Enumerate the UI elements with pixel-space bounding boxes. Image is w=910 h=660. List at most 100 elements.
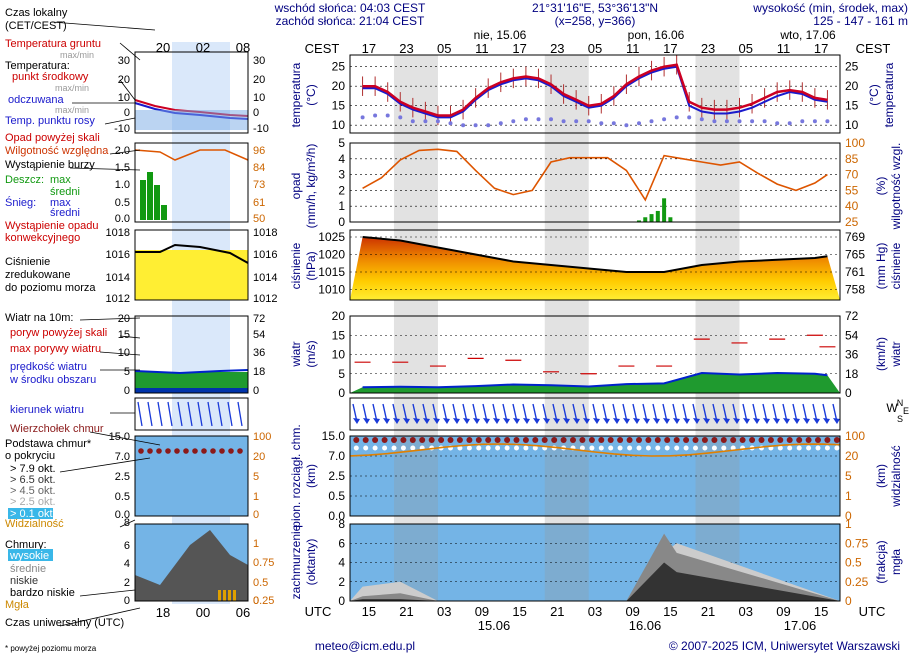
wind-arrow-head (673, 418, 680, 424)
cloud-top-dot (833, 437, 840, 443)
legend-tick-right: 1018 (253, 227, 277, 239)
wind-unit: (m/s) (304, 340, 318, 367)
cloud-base-dot (579, 445, 585, 451)
cloud-base-dot (504, 445, 510, 451)
legend-time-tick-bottom: 00 (196, 605, 210, 620)
legend-connector (59, 457, 151, 473)
cloudbase-tick-left: 0.0 (328, 509, 345, 523)
legend-time-tick-top: 20 (156, 40, 170, 55)
wind-arrow-head (473, 418, 480, 424)
pressure-area (350, 237, 840, 300)
wind-arrow-head (643, 418, 650, 424)
wind-arrow-head (613, 418, 620, 424)
rain-bar (643, 217, 648, 222)
visibility-unit: (km) (874, 464, 888, 488)
cest-tick-label: 17 (663, 41, 677, 56)
legend-label: w środku obszaru (9, 374, 96, 386)
legend-tick-left: 0 (124, 385, 130, 397)
legend-cloud-top-dot (219, 448, 225, 454)
utc-tick-label: 03 (739, 604, 753, 619)
temp-felt-line (362, 65, 828, 119)
cloud-top-dot (701, 437, 708, 443)
wind-arrow-head (773, 418, 780, 424)
legend-tick-right: 1 (253, 491, 259, 503)
legend-tick-left: 0.5 (115, 197, 130, 209)
dewpoint-dot (435, 119, 440, 124)
legend-tick-left: 2 (124, 577, 130, 589)
night-band (544, 55, 589, 601)
wind-arrow-head (833, 418, 840, 424)
pressure-tick-left: 1015 (318, 265, 345, 279)
cloud-base-dot (721, 445, 727, 451)
legend-wind-arrow (167, 401, 173, 427)
dewpoint-dot (699, 117, 704, 122)
legend-tick-right: 1012 (253, 293, 277, 305)
legend-panel-border (134, 397, 249, 431)
cloud-top-dot (579, 437, 586, 443)
wind-arrow-head (753, 418, 760, 424)
wind-tick-right: 36 (845, 348, 859, 362)
legend-label: Widzialność (5, 518, 64, 530)
dewpoint-dot (549, 117, 553, 122)
cloud-base-dot (655, 445, 661, 451)
legend-label: Wystąpienie opadu (5, 220, 98, 232)
legend-label: Podstawa chmur* (5, 438, 92, 450)
legend-tick-right: 96 (253, 145, 265, 157)
humidity-tick-right: 100 (845, 136, 865, 150)
cloud-base-dot (457, 445, 463, 451)
legend-cloud-area (135, 530, 248, 601)
cloudcover-unit: (oktanty) (304, 539, 318, 586)
cloud-top-dot (815, 437, 821, 443)
legend-label: kierunek wiatru (10, 404, 84, 416)
dewpoint-dot (473, 123, 478, 128)
legend-tick-right: 0 (253, 107, 259, 119)
precip-tick-left: 5 (338, 136, 345, 150)
utc-label: UTC (305, 604, 332, 619)
legend-fog-bar (223, 590, 226, 601)
legend-wind-arrow (217, 401, 223, 427)
legend-cloud-top-dot (201, 448, 207, 454)
legend-tick-left: 2.0 (115, 145, 130, 157)
visibility-tick-right: 20 (845, 449, 859, 463)
cloud-top-dot (504, 437, 511, 443)
precip-tick-left: 3 (338, 168, 345, 182)
legend-tick-left: 6 (124, 540, 130, 552)
legend-label: > 2.5 okt. (10, 496, 56, 508)
utc-tick-label: 15 (814, 604, 828, 619)
dewpoint-dot (423, 119, 428, 124)
cloud-base-dot (476, 445, 482, 451)
coords-text: 21°31'16"E, 53°36'13"N (532, 1, 658, 15)
wind-speed-area (350, 373, 840, 393)
cloud-top-dot (796, 437, 803, 443)
cloudcover-tick-left: 2 (338, 575, 345, 589)
panel-border-cloudcover (349, 523, 841, 602)
cloud-top-dot (683, 437, 690, 443)
cloud-base-dot (702, 445, 708, 451)
wind-arrow-head (743, 418, 750, 424)
wind-tick-right: 54 (845, 328, 859, 342)
wind-arrow-head (533, 418, 540, 424)
cloud-top-dot (739, 437, 746, 443)
wind-arrow-head (503, 418, 510, 424)
cloud-base-dot (787, 445, 793, 451)
footnote: * powyżej poziomu morza (5, 644, 97, 653)
legend-label: Temp. punktu rosy (5, 115, 95, 127)
dewpoint-dot (461, 123, 466, 128)
legend-tick-left: 0.0 (115, 509, 130, 521)
cloud-top-dot (551, 437, 558, 443)
cest-tick-label: 23 (701, 41, 715, 56)
cloud-base-dot (608, 445, 614, 451)
legend-wind-low (135, 388, 248, 393)
legend-rain-bar (140, 180, 146, 220)
date-bottom-label: 16.06 (629, 618, 662, 633)
rain-bar (662, 198, 667, 222)
legend-tick-left: 0.0 (115, 213, 130, 225)
temp-ylabel-right: temperatura (882, 62, 896, 127)
legend-tick-left: 7.0 (115, 451, 130, 463)
legend-tick-left: -10 (114, 123, 130, 135)
temp-mid-line (362, 63, 828, 117)
cloud-top-dot (466, 437, 473, 443)
precip-ylabel: opad (289, 173, 303, 200)
legend-wind-arrow (197, 401, 203, 427)
footer-copyright: © 2007-2025 ICM, Uniwersytet Warszawski (669, 639, 900, 653)
